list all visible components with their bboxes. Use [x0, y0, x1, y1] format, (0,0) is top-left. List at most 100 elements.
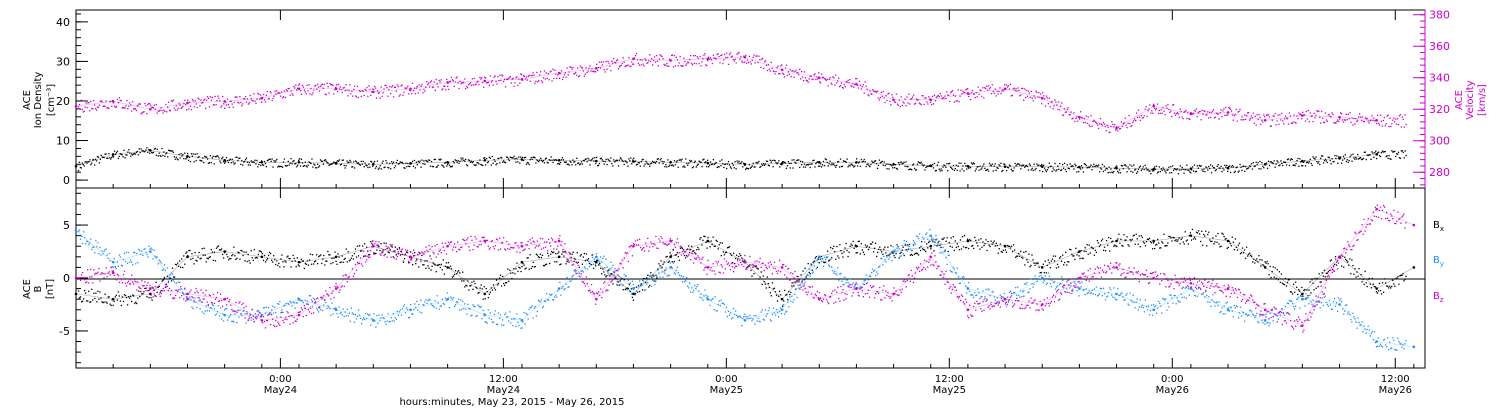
density-point — [390, 168, 392, 170]
density-point — [306, 166, 308, 168]
density-point — [772, 165, 774, 168]
density-point — [966, 168, 968, 170]
density-point — [114, 153, 117, 155]
velocity-point — [438, 79, 440, 82]
density-point — [1198, 164, 1200, 167]
density-point — [142, 150, 144, 152]
By-point — [273, 312, 275, 314]
velocity-point — [1098, 127, 1100, 129]
velocity-point — [126, 99, 128, 102]
Bx-point — [885, 252, 887, 254]
density-point — [1254, 165, 1256, 167]
By-point — [418, 303, 420, 306]
velocity-point — [260, 94, 262, 96]
density-point — [986, 168, 989, 171]
velocity-point — [268, 98, 270, 100]
Bx-point — [1380, 293, 1383, 295]
velocity-point — [1101, 125, 1104, 127]
density-point — [1356, 158, 1358, 160]
velocity-point — [777, 65, 779, 67]
Bx-point — [295, 266, 297, 268]
velocity-point — [1021, 87, 1023, 90]
Bx-point — [181, 258, 183, 260]
velocity-point — [688, 58, 691, 61]
velocity-point — [172, 99, 175, 101]
Bx-point — [370, 240, 372, 243]
velocity-point — [134, 108, 137, 110]
Bx-point — [423, 264, 425, 266]
By-point — [540, 299, 543, 301]
velocity-point — [1148, 108, 1150, 110]
density-point — [1001, 170, 1003, 172]
velocity-point — [1196, 116, 1198, 118]
Bx-point — [650, 272, 652, 274]
Bx-point — [360, 250, 363, 252]
Bx-point — [810, 264, 812, 266]
velocity-point — [350, 93, 352, 95]
Bx-point — [272, 261, 274, 263]
density-point — [405, 162, 407, 164]
density-point — [164, 155, 166, 158]
density-point — [1303, 160, 1306, 162]
By-point — [483, 313, 485, 315]
velocity-point — [213, 104, 215, 106]
Bx-point — [1287, 279, 1290, 281]
density-point — [1325, 160, 1328, 162]
velocity-point — [559, 72, 562, 75]
By-point — [370, 324, 372, 326]
Bx-point — [940, 246, 942, 249]
Bx-point — [533, 266, 535, 268]
Bx-point — [564, 250, 566, 253]
density-point — [1094, 165, 1096, 168]
density-point — [298, 159, 300, 161]
velocity-point — [897, 104, 900, 107]
density-point — [871, 160, 873, 162]
Bx-point — [1240, 251, 1243, 254]
Bx-point — [145, 287, 147, 289]
Bx-point — [120, 304, 123, 307]
By-point — [294, 307, 296, 309]
density-point — [543, 162, 546, 164]
density-point — [386, 162, 388, 164]
velocity-point — [767, 63, 770, 66]
density-point — [839, 158, 842, 160]
velocity-point — [1176, 112, 1179, 114]
velocity-point — [713, 57, 715, 59]
Bx-point — [930, 248, 932, 250]
Bx-point — [1395, 278, 1397, 280]
Bx-point — [890, 245, 892, 247]
Bx-point — [1181, 237, 1183, 239]
Bx-point — [559, 264, 561, 266]
velocity-point — [1040, 93, 1042, 95]
density-point — [633, 157, 635, 159]
density-point — [389, 162, 391, 165]
density-point — [1276, 160, 1278, 162]
density-point — [1355, 156, 1357, 159]
velocity-tick-label: 320 — [1429, 103, 1450, 116]
density-point — [1064, 168, 1067, 171]
velocity-point — [706, 64, 708, 67]
velocity-point — [1184, 110, 1186, 113]
density-point — [860, 158, 863, 161]
Bx-point — [577, 261, 579, 263]
By-point — [94, 252, 96, 254]
Bx-point — [226, 253, 228, 256]
density-point — [1069, 163, 1071, 165]
Bx-point — [322, 258, 324, 260]
velocity-point — [585, 67, 587, 69]
density-point — [1131, 165, 1133, 167]
velocity-point — [714, 57, 716, 59]
Bx-point — [841, 252, 843, 255]
density-point — [616, 159, 619, 162]
density-point — [670, 160, 672, 163]
velocity-point — [1154, 109, 1157, 111]
velocity-point — [715, 58, 717, 60]
Bx-point — [617, 281, 619, 283]
density-point — [1061, 163, 1064, 166]
Bx-point — [1086, 244, 1088, 246]
density-point — [291, 162, 293, 165]
velocity-point — [1342, 121, 1345, 123]
velocity-point — [456, 76, 458, 78]
density-point — [1179, 165, 1181, 167]
Bx-point — [1079, 257, 1081, 260]
